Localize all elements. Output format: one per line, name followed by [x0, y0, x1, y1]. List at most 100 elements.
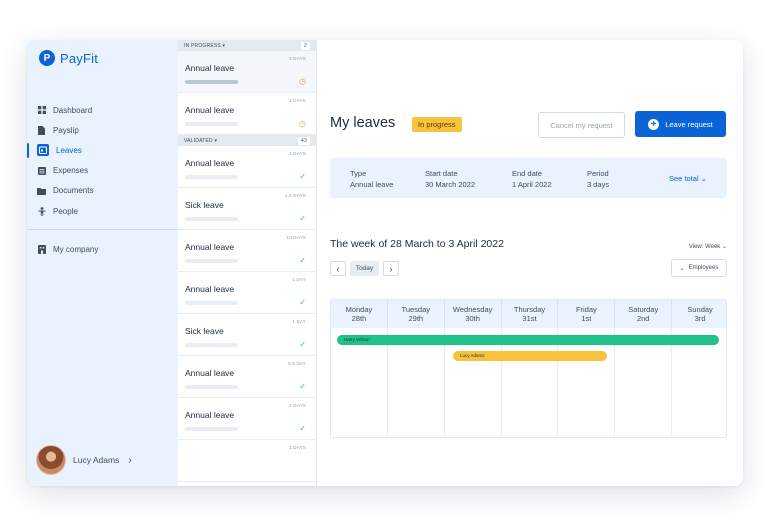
sidebar-item-label: Dashboard [53, 105, 93, 115]
view-select[interactable]: View: Week ⌄ [689, 243, 727, 250]
sidebar-item-dashboard[interactable]: Dashboard [27, 100, 178, 120]
leave-card[interactable]: 4 DAYS Annual leave ✓ [178, 146, 316, 188]
leave-card[interactable]: 1 DAY Sick leave ✓ [178, 314, 316, 356]
sidebar-item-documents[interactable]: Documents [27, 181, 178, 201]
day-column [615, 328, 673, 437]
sidebar-item-expenses[interactable]: Expenses [27, 161, 178, 181]
employees-filter-button[interactable]: ⌄ Employees [671, 259, 727, 277]
leave-days: 2 DAYS [289, 403, 306, 408]
leave-days: 3 DAYS [289, 445, 306, 450]
sidebar-item-leaves[interactable]: Leaves [27, 140, 178, 160]
page-title: My leaves [330, 115, 396, 131]
sidebar-item-label: People [53, 206, 78, 216]
user-profile[interactable]: Lucy Adams › [36, 445, 132, 475]
plus-icon: + [648, 118, 660, 130]
day-name: Tuesday [401, 305, 431, 314]
sidebar-item-my-company[interactable]: My company [27, 239, 178, 259]
day-column [388, 328, 445, 437]
summary-label: End date [512, 169, 543, 178]
app-window: P PayFit Dashboard Payslip Leaves [27, 40, 743, 486]
group-header-validated[interactable]: VALIDATED ▾ 43 [178, 135, 316, 146]
leave-days: 1 DAY [292, 277, 306, 282]
day-header: Saturday 2nd [615, 300, 673, 328]
leave-card[interactable]: 10 DAYS Annual leave ✓ [178, 230, 316, 272]
button-label: Employees [688, 265, 719, 271]
day-date: 29th [408, 314, 424, 323]
day-date: 3rd [694, 314, 706, 323]
chevron-right-icon: › [389, 263, 393, 274]
leave-card[interactable]: 1 DAY Annual leave ✓ [178, 272, 316, 314]
document-icon [37, 125, 46, 135]
leave-title: Annual leave [185, 368, 235, 378]
leave-list: IN PROGRESS ▾ 2 3 DAYS Annual leave ◷ 2 … [178, 40, 317, 486]
grid-icon [37, 106, 46, 115]
placeholder-bar [185, 385, 238, 389]
sidebar-nav: Dashboard Payslip Leaves Expenses [27, 100, 178, 259]
placeholder-bar [185, 343, 238, 347]
day-column [331, 328, 388, 437]
link-label: See total [669, 174, 699, 183]
brand-name: PayFit [60, 50, 99, 66]
check-icon: ✓ [299, 298, 306, 307]
leave-card[interactable]: 2 DAYS Annual leave ◷ [178, 93, 316, 135]
placeholder-bar [185, 427, 238, 431]
leave-card[interactable]: 3 DAYS [178, 440, 316, 482]
sidebar-item-label: Leaves [56, 145, 82, 155]
day-header: Tuesday 29th [388, 300, 445, 328]
leave-request-button[interactable]: + Leave request [635, 111, 726, 137]
check-icon: ✓ [299, 214, 306, 223]
day-column [502, 328, 559, 437]
day-column [558, 328, 616, 437]
payfit-logo-icon: P [39, 50, 55, 66]
summary-type: Type Annual leave [350, 169, 393, 189]
count-badge: 2 [301, 41, 310, 50]
day-header: Wednesday 30th [445, 300, 502, 328]
check-icon: ✓ [299, 256, 306, 265]
chevron-down-icon: ⌄ [700, 174, 707, 183]
sidebar-item-payslip[interactable]: Payslip [27, 120, 178, 140]
summary-value: 1 April 2022 [512, 180, 552, 189]
see-total-link[interactable]: See total ⌄ [669, 174, 707, 183]
day-name: Sunday [687, 305, 713, 314]
leave-title: Sick leave [185, 200, 224, 210]
leave-card[interactable]: 3 DAYS Annual leave ◷ [178, 51, 316, 93]
leave-title: Annual leave [185, 158, 235, 168]
check-icon: ✓ [299, 424, 306, 433]
group-header-in-progress[interactable]: IN PROGRESS ▾ 2 [178, 40, 316, 51]
summary-label: Start date [425, 169, 458, 178]
day-header: Friday 1st [558, 300, 616, 328]
summary-end-date: End date 1 April 2022 [512, 169, 552, 189]
next-week-button[interactable]: › [383, 261, 399, 276]
placeholder-bar [185, 80, 238, 84]
leave-days: 0,5 DAY [288, 361, 306, 366]
day-name: Friday [575, 305, 597, 314]
day-column [445, 328, 502, 437]
leave-card[interactable]: 1.5 DAYS Sick leave ✓ [178, 188, 316, 230]
leave-days: 2 DAYS [289, 98, 306, 103]
chevron-down-icon: ▾ [222, 42, 226, 49]
placeholder-bar [185, 301, 238, 305]
summary-value: 30 March 2022 [425, 180, 476, 189]
chevron-down-icon: ⌄ [721, 244, 727, 250]
avatar [36, 445, 66, 475]
leave-card[interactable]: 2 DAYS Annual leave ✓ [178, 398, 316, 440]
summary-value: 3 days [587, 180, 610, 189]
list-icon [37, 166, 46, 175]
sidebar-divider [27, 229, 178, 231]
previous-week-button[interactable]: ‹ [330, 261, 346, 276]
building-icon [37, 244, 46, 254]
calendar-event[interactable]: Lucy Adams [453, 351, 607, 361]
today-button[interactable]: Today [350, 261, 379, 276]
day-date: 31st [522, 314, 537, 323]
summary-label: Type [350, 169, 367, 178]
leave-summary: Type Annual leave Start date 30 March 20… [330, 158, 727, 198]
leave-card[interactable]: 0,5 DAY Annual leave ✓ [178, 356, 316, 398]
calendar-event[interactable]: Harry Wilson [337, 335, 719, 345]
cancel-request-button[interactable]: Cancel my request [538, 112, 625, 138]
sidebar-item-people[interactable]: People [27, 201, 178, 221]
summary-period: Period 3 days [587, 169, 609, 189]
person-icon [37, 206, 46, 216]
week-calendar: Monday 28th Tuesday 29th Wednesday 30th Thu… [330, 299, 727, 438]
day-header: Sunday 3rd [672, 300, 726, 328]
payfit-logo[interactable]: P PayFit [39, 50, 98, 66]
